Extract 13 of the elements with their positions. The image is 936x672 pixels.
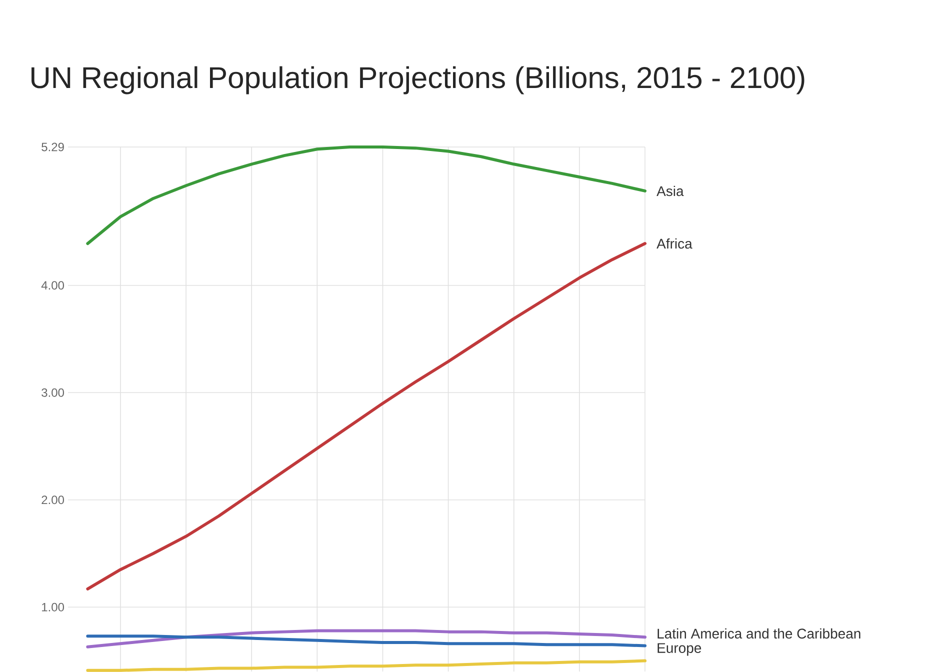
y-tick-label: 5.29 [42,142,64,152]
line-series [86,659,647,672]
y-tick-label: 3.00 [42,388,64,397]
line-series [86,145,647,246]
y-tick-label: 4.00 [41,281,64,290]
series-label: Asia [656,186,684,196]
series-label: Europe [658,643,702,656]
chart-title: UN Regional Population Projections (Billions, 2015 - 2100) [32,66,804,94]
y-tick-label: 1.00 [42,602,64,612]
series-label: Africa [656,238,692,249]
y-tick-label: 2.00 [42,496,64,504]
series-label: Latin America and the Caribbean [658,628,860,639]
line-series [86,242,647,590]
